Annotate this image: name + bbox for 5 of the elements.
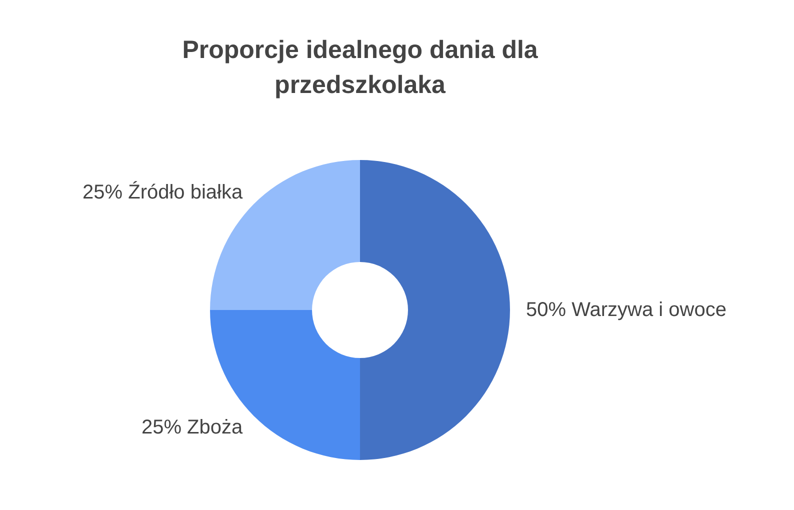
slice-label: 50% Warzywa i owoce <box>526 299 726 321</box>
slice-label: 25% Źródło białka <box>82 180 244 204</box>
chart-title: Proporcje idealnego dania dla przedszkolaka <box>182 36 539 99</box>
donut-slice <box>360 160 510 460</box>
slice-label: 25% Zboża <box>141 416 244 438</box>
